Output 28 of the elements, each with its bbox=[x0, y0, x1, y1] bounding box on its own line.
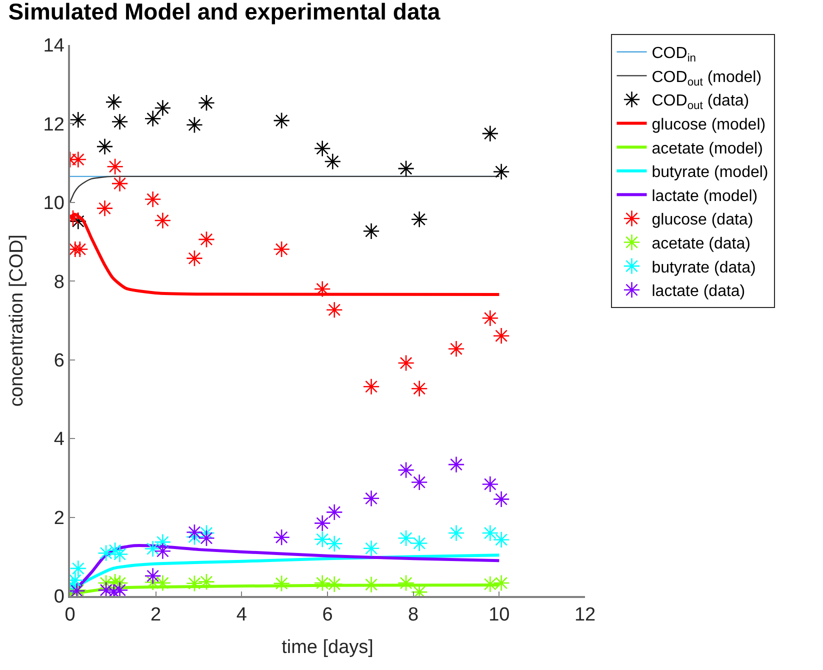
y-tick-label: 6 bbox=[54, 350, 64, 372]
y-tick-label: 2 bbox=[54, 508, 64, 529]
x-tick-label: 12 bbox=[574, 604, 596, 626]
y-axis-title: concentration [COD] bbox=[6, 234, 28, 407]
legend-label: glucose (data) bbox=[652, 212, 754, 229]
y-tick-label: 10 bbox=[43, 193, 64, 214]
y-tick-label: 14 bbox=[43, 36, 65, 57]
chart-title: Simulated Model and experimental data bbox=[8, 0, 440, 24]
legend-label: COD$_{out}$ (model) bbox=[652, 68, 762, 88]
legend-label: acetate (model) bbox=[652, 140, 763, 158]
legend-label: butyrate (data) bbox=[652, 259, 756, 276]
y-tick-label: 12 bbox=[43, 114, 64, 136]
x-tick-label: 6 bbox=[322, 604, 333, 626]
legend-label: lactate (data) bbox=[652, 283, 746, 300]
x-tick-label: 10 bbox=[488, 604, 510, 626]
legend-label: COD$_{out}$ (data) bbox=[652, 92, 750, 112]
y-tick-label: 8 bbox=[54, 272, 64, 293]
y-tick-label: 0 bbox=[54, 586, 64, 608]
legend-label: butyrate (model) bbox=[652, 164, 768, 182]
legend-label: glucose (model) bbox=[652, 116, 766, 134]
x-tick-label: 4 bbox=[236, 604, 248, 626]
x-tick-label: 2 bbox=[150, 604, 162, 626]
x-axis-title: time [days] bbox=[282, 636, 374, 658]
legend-label: COD$_{in}$ bbox=[652, 45, 696, 64]
legend-label: acetate (data) bbox=[652, 236, 750, 253]
y-tick-label: 4 bbox=[54, 429, 65, 450]
legend-label: lactate (model) bbox=[652, 188, 758, 205]
x-tick-label: 8 bbox=[408, 604, 419, 626]
